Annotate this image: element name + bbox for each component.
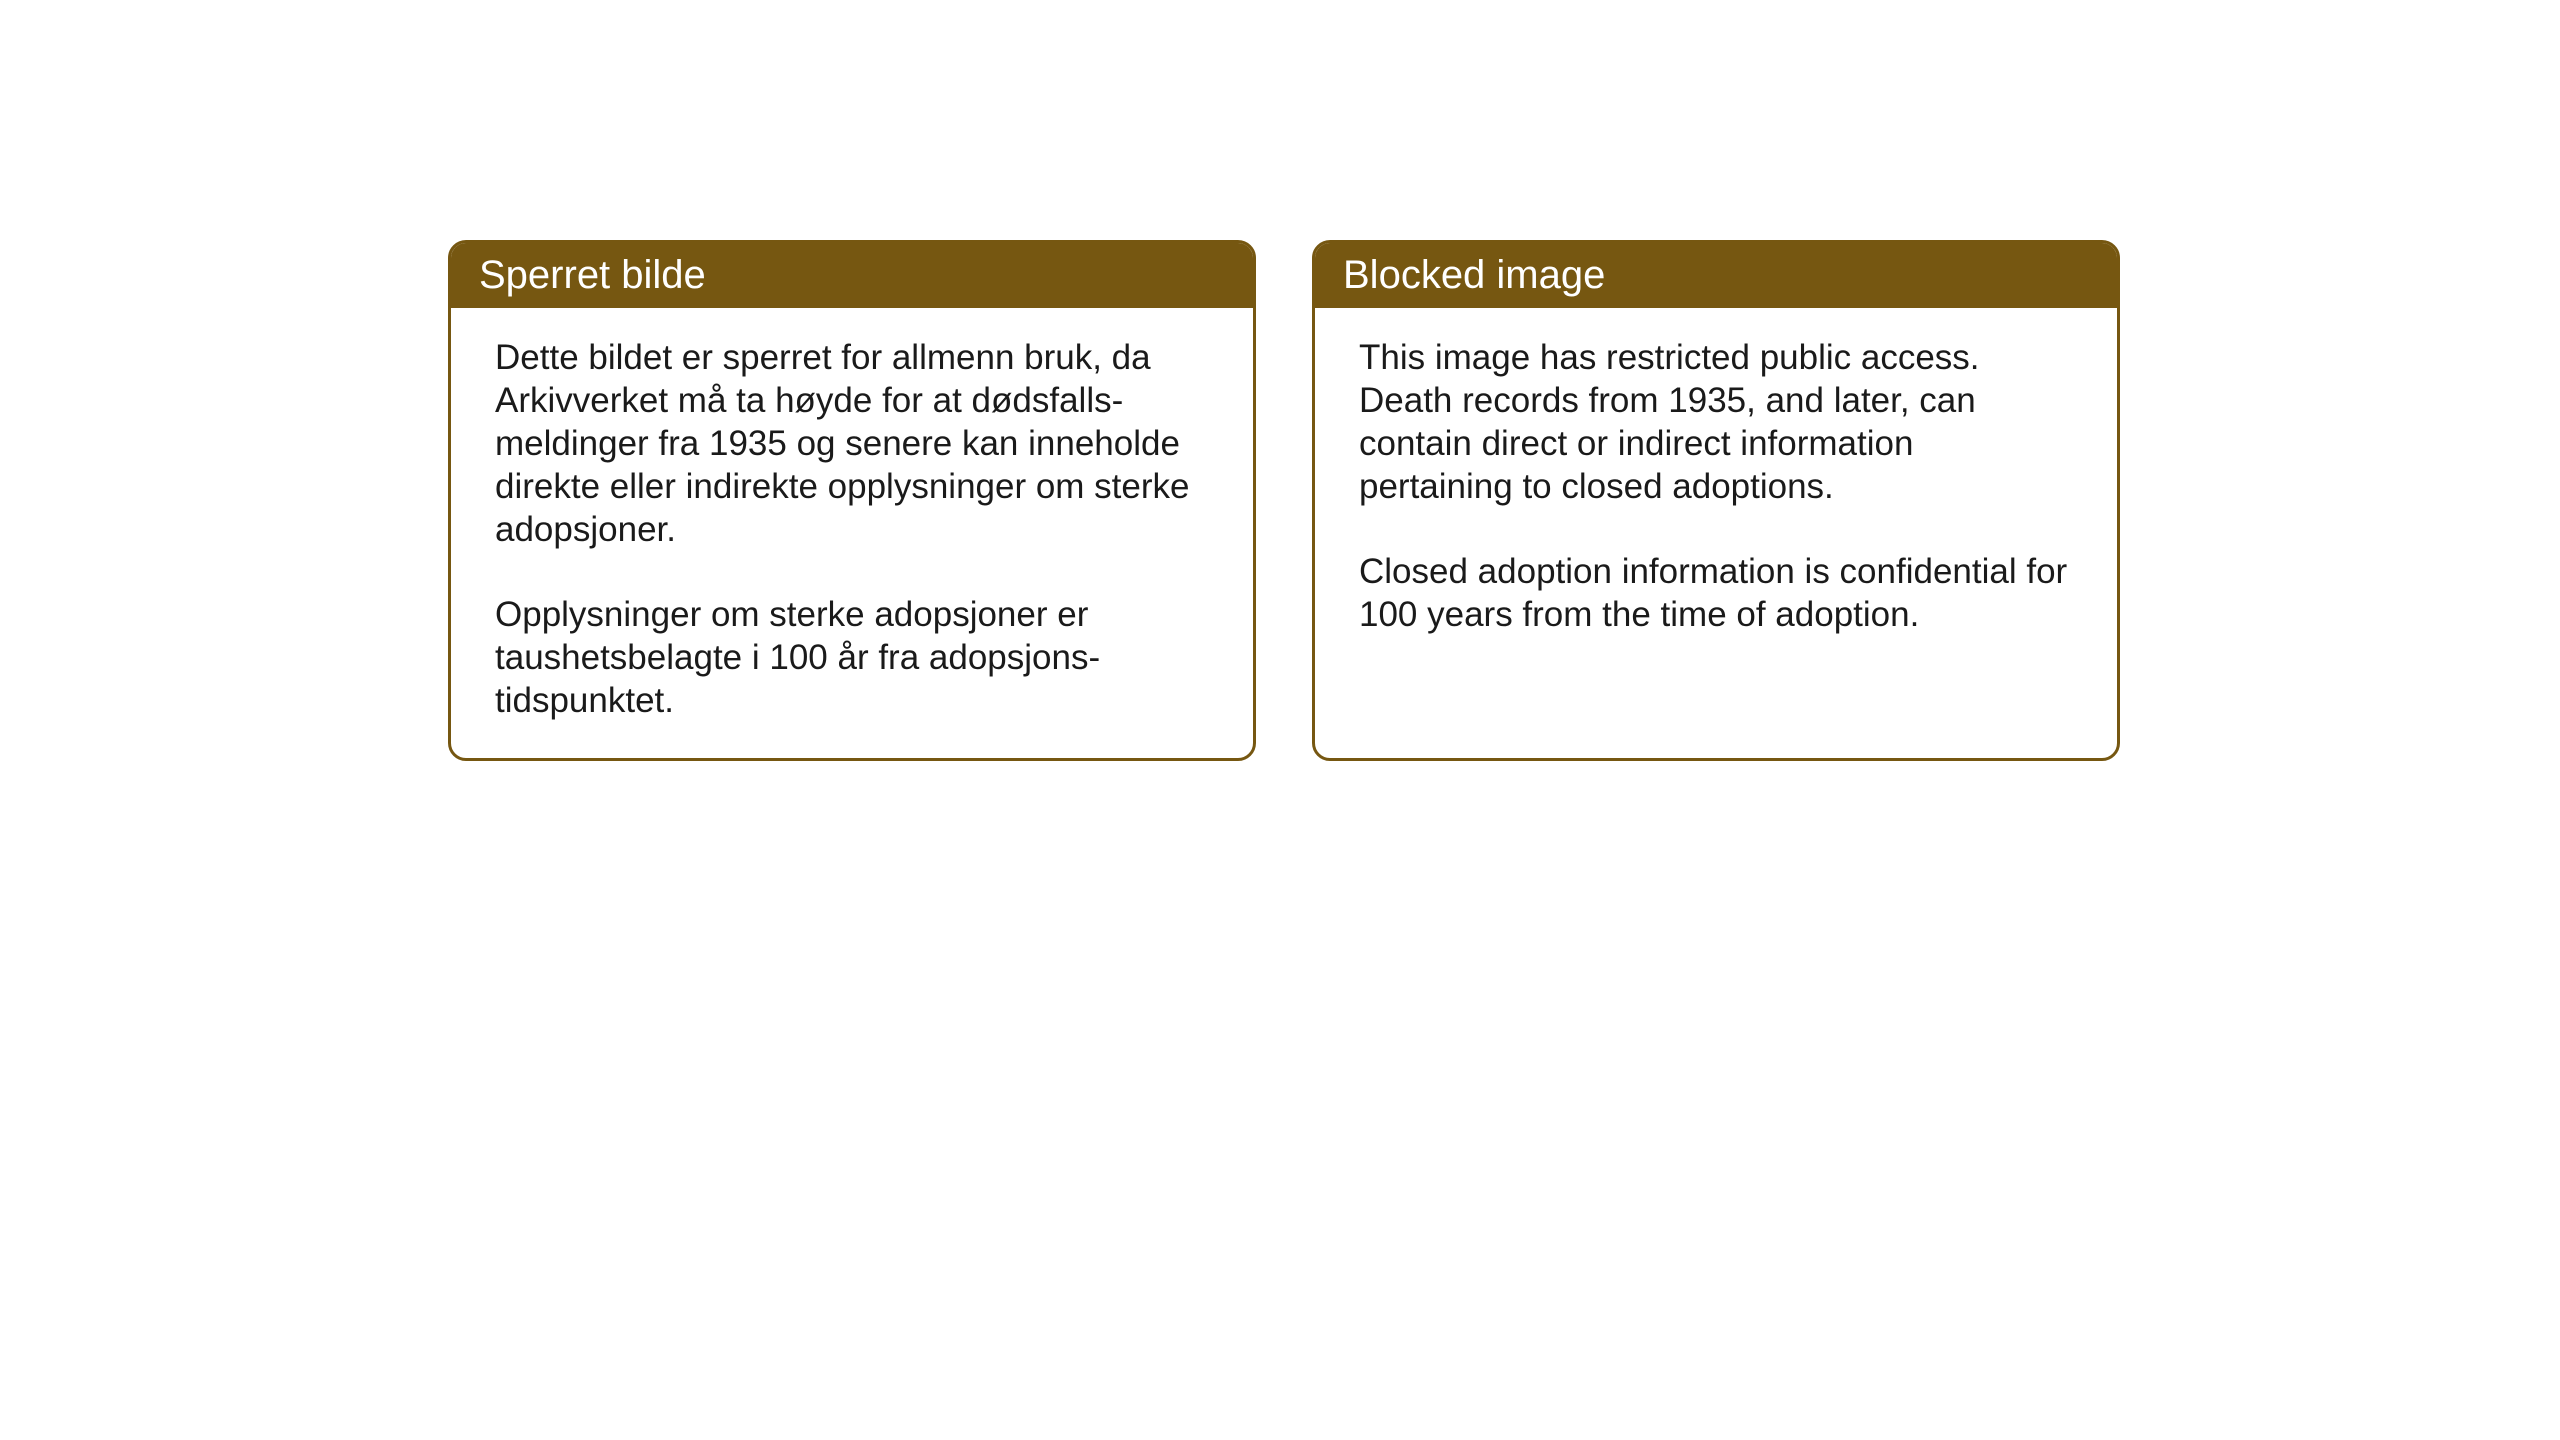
english-paragraph-2: Closed adoption information is confident…	[1359, 550, 2073, 636]
english-notice-card: Blocked image This image has restricted …	[1312, 240, 2120, 761]
english-card-body: This image has restricted public access.…	[1315, 308, 2117, 736]
norwegian-notice-card: Sperret bilde Dette bildet er sperret fo…	[448, 240, 1256, 761]
notice-cards-container: Sperret bilde Dette bildet er sperret fo…	[448, 240, 2560, 761]
english-card-title: Blocked image	[1315, 243, 2117, 308]
english-paragraph-1: This image has restricted public access.…	[1359, 336, 2073, 508]
norwegian-card-body: Dette bildet er sperret for allmenn bruk…	[451, 308, 1253, 758]
norwegian-paragraph-1: Dette bildet er sperret for allmenn bruk…	[495, 336, 1209, 551]
norwegian-card-title: Sperret bilde	[451, 243, 1253, 308]
norwegian-paragraph-2: Opplysninger om sterke adopsjoner er tau…	[495, 593, 1209, 722]
